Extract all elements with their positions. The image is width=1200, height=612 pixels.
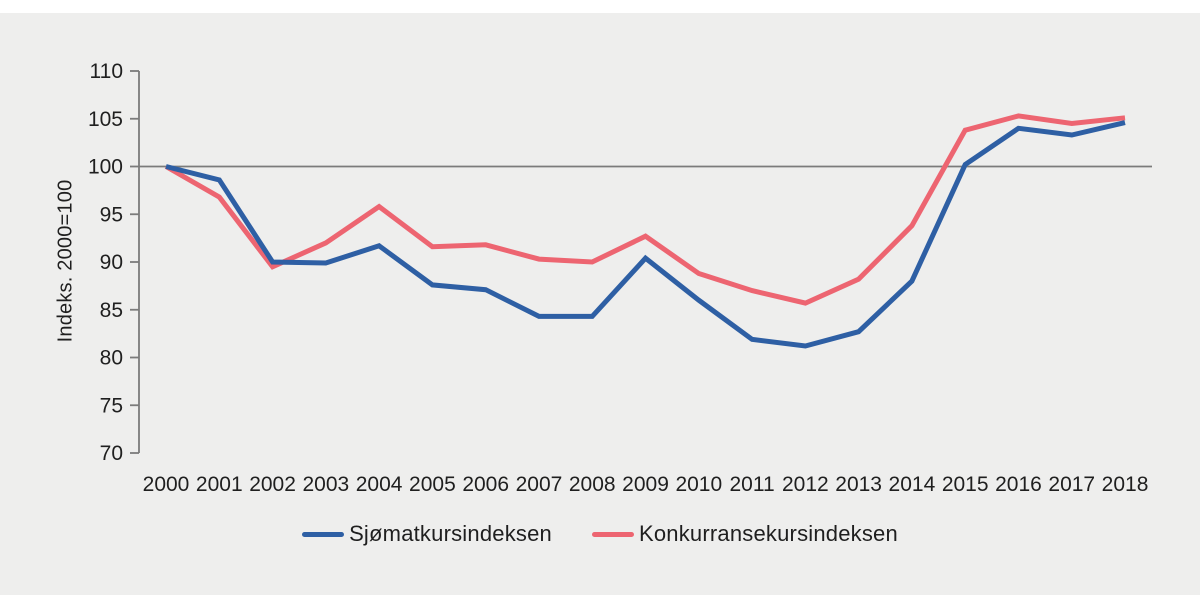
- x-axis-label: 2000: [143, 473, 190, 496]
- y-axis-tick-label: 85: [100, 299, 123, 322]
- legend-label-konkurransekursindeksen: Konkurransekursindeksen: [638, 521, 898, 546]
- y-axis-tick-label: 105: [88, 108, 123, 131]
- x-axis-label: 2007: [516, 473, 563, 496]
- chart-panel: [0, 13, 1200, 595]
- x-axis-label: 2012: [782, 473, 829, 496]
- y-axis-tick-label: 75: [100, 394, 123, 417]
- x-axis-label: 2005: [409, 473, 456, 496]
- x-axis-label: 2017: [1048, 473, 1095, 496]
- x-axis-label: 2003: [302, 473, 349, 496]
- x-axis-label: 2014: [889, 473, 936, 496]
- legend-line-swatch-red: [591, 531, 634, 537]
- x-axis-label: 2013: [835, 473, 882, 496]
- x-axis-label: 2001: [196, 473, 243, 496]
- legend-item-sjomatkursindeksen: Sjømatkursindeksen: [302, 521, 552, 547]
- y-axis-tick-label: 110: [90, 60, 123, 83]
- x-axis-label: 2011: [729, 473, 774, 496]
- x-axis-label: 2008: [569, 473, 616, 496]
- y-axis-tick-label: 100: [88, 156, 123, 179]
- legend-line-swatch-blue: [302, 531, 345, 537]
- x-axis-label: 2010: [675, 473, 722, 496]
- x-axis-label: 2015: [942, 473, 989, 496]
- y-axis-title: Indeks. 2000=100: [54, 179, 77, 343]
- y-axis-tick-label: 80: [100, 347, 123, 370]
- series-line-konkurransekursindeksen: [164, 113, 1126, 306]
- x-axis-label: 2009: [622, 473, 669, 496]
- x-axis-label: 2018: [1102, 473, 1149, 496]
- x-axis-label: 2016: [995, 473, 1042, 496]
- series-line-sjømatkursindeksen: [165, 120, 1126, 349]
- x-axis-label: 2004: [356, 473, 403, 496]
- x-axis-label: 2006: [462, 473, 509, 496]
- y-axis-tick-label: 95: [100, 203, 123, 226]
- y-axis-tick-label: 70: [100, 442, 123, 465]
- legend: Sjømatkursindeksen Konkurransekursindeks…: [0, 520, 1200, 548]
- legend-label-sjomatkursindeksen: Sjømatkursindeksen: [349, 521, 552, 546]
- legend-item-konkurransekursindeksen: Konkurransekursindeksen: [591, 521, 898, 547]
- y-axis-tick-label: 90: [100, 251, 123, 274]
- x-axis-label: 2002: [249, 473, 296, 496]
